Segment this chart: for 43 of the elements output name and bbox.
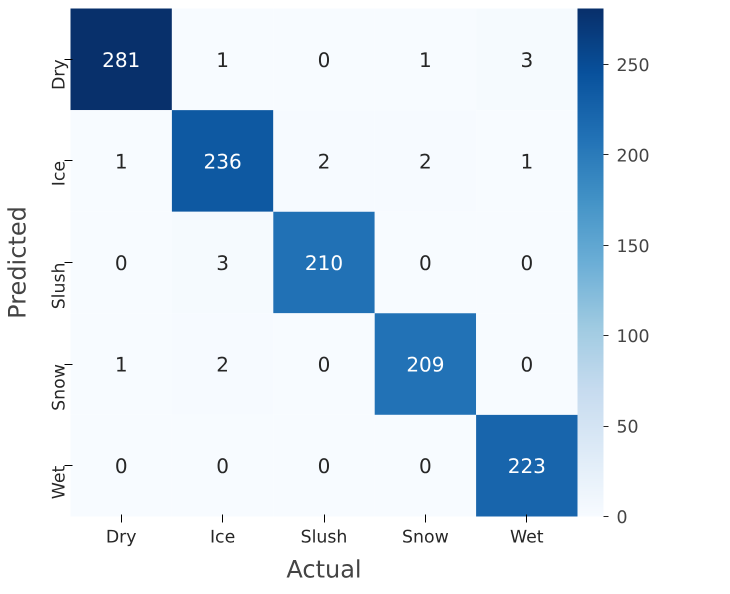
y-tick-label: Dry [50,59,70,90]
data-label: 210 [304,251,344,275]
color-bar-label: 200 [616,146,650,166]
x-tick-label: Ice [210,528,236,548]
data-label: 3 [520,48,534,72]
y-tick-label: Slush [50,262,70,310]
data-label: 0 [216,454,229,478]
color-bar-label: 50 [616,418,639,438]
data-label: 0 [114,251,128,275]
data-label: 1 [520,149,534,174]
data-label: 223 [508,454,546,478]
data-label: 0 [419,454,432,478]
data-label: 281 [102,48,140,72]
data-label: 1 [419,48,432,72]
data-label: 2 [318,149,330,174]
data-label: 1 [216,48,229,72]
data-label: 1 [114,352,128,377]
x-tick-label: Slush [300,528,348,548]
color-bar-label: 150 [616,236,650,257]
y-tick-label: Wet [50,465,70,500]
x-axis-title: Actual [286,556,362,584]
color-bar-label: 100 [616,327,650,348]
x-tick-label: Dry [106,528,137,548]
data-label: 2 [216,352,229,377]
data-label: 2 [419,149,432,174]
data-label: 0 [318,352,330,377]
data-label: 0 [419,251,432,275]
y-tick-label: Ice [50,160,70,186]
color-bar-label: 250 [616,56,650,76]
y-axis-title: Predicted [4,206,32,319]
data-label: 0 [318,454,330,478]
color-bar-label: 0 [616,508,628,528]
data-label: 236 [204,149,242,174]
data-label: 1 [114,149,128,174]
data-label: 0 [318,48,330,72]
data-label: 0 [520,251,534,275]
data-label: 209 [406,352,444,377]
data-label: 0 [520,352,534,377]
x-tick-label: Wet [510,528,544,548]
data-label: 3 [216,251,229,275]
data-label: 0 [114,454,128,478]
y-tick-label: Snow [50,364,70,411]
x-tick-label: Snow [402,528,449,548]
